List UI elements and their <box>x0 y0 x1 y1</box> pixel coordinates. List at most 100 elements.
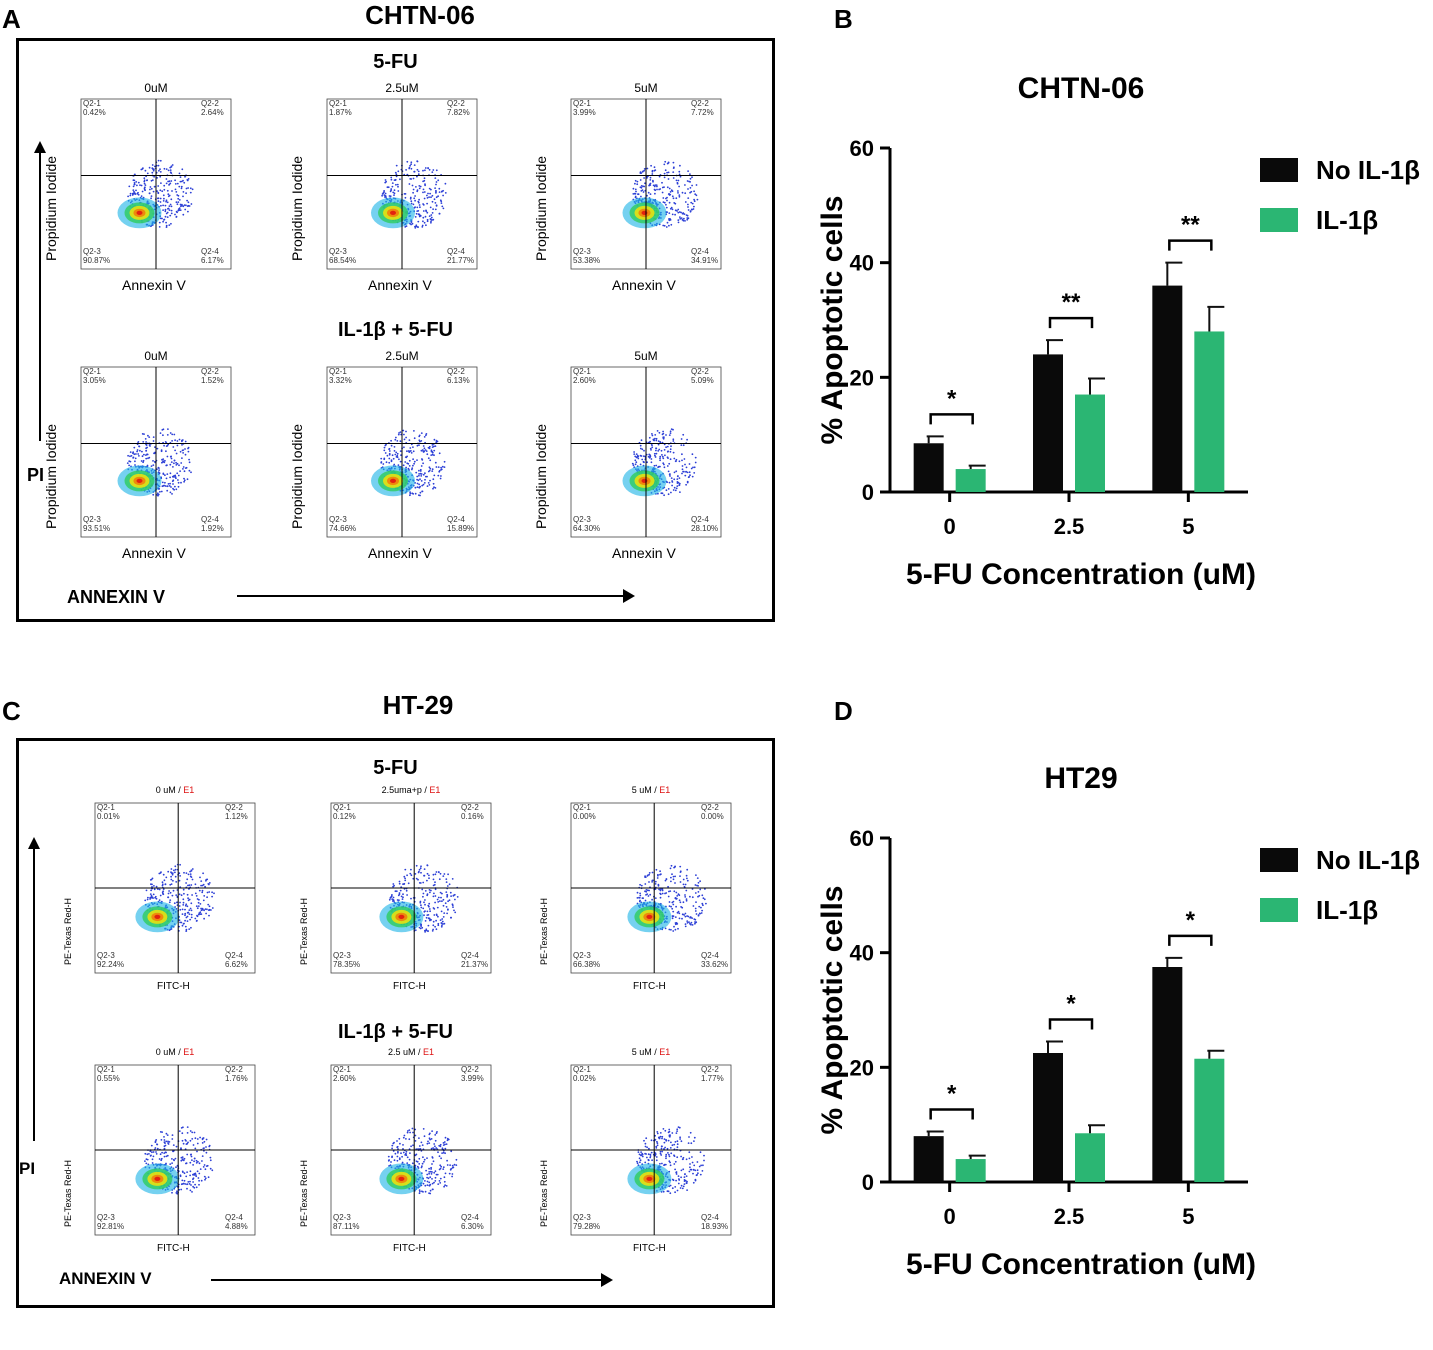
bar <box>1033 1053 1063 1182</box>
bar <box>1194 331 1225 492</box>
quadrant-percent: Q2-2 2.64% <box>201 99 224 117</box>
flow-plot: 2.5uM Q2-1 3.32% Q2-2 6.13% Q2-3 74.66% Q2-4 15.… <box>287 349 497 569</box>
bar-chart-d: HT29 0 20 40 60 0 * 2.5 * 5 * 5-FU Concentration (u… <box>816 762 1420 1281</box>
row-title-a-bottom: IL-1β + 5-FU <box>338 319 453 341</box>
quadrant-percent: Q2-2 7.72% <box>691 99 714 117</box>
flow-density-contour <box>398 1176 405 1181</box>
legend-swatch <box>1260 848 1298 872</box>
quadrant-percent: Q2-2 1.77% <box>701 1065 724 1083</box>
quadrant-percent: Q2-1 3.05% <box>83 367 106 385</box>
flow-plot-condition: 5 uM / E1 <box>631 785 671 795</box>
flow-plot-condition: 5 uM / E1 <box>631 1047 671 1057</box>
quadrant-percent: Q2-4 6.17% <box>201 247 224 265</box>
panel-c-title: HT-29 <box>382 690 454 720</box>
row-title-a-top: 5-FU <box>373 51 418 73</box>
quadrant-percent: Q2-3 92.24% <box>97 951 125 969</box>
flow-y-axis-label: Propidium Iodide <box>289 155 305 261</box>
flow-plot-canvas <box>326 98 478 270</box>
quadrant-percent: Q2-4 4.88% <box>225 1213 248 1231</box>
row-title-c-top: 5-FU <box>373 757 418 779</box>
flow-plot: 5 uM / E1 Q2-1 0.02% Q2-2 1.77% Q2-3 79.28% Q2-… <box>531 1047 751 1267</box>
flow-x-axis-label: FITC-H <box>157 1243 190 1254</box>
flow-density-contour <box>136 478 143 483</box>
x-tick-label: 5 <box>1182 1204 1194 1229</box>
flow-y-axis-label: PE-Texas Red-H <box>539 1159 549 1227</box>
flow-density-contour <box>398 914 405 919</box>
panel-a-title: CHTN-06 <box>365 0 475 30</box>
flow-x-axis-label: FITC-H <box>393 981 426 992</box>
panel-letter-c: C <box>2 696 21 726</box>
bar <box>1033 354 1063 492</box>
flow-x-axis-label: Annexin V <box>612 277 676 293</box>
flow-x-axis-label: Annexin V <box>368 277 432 293</box>
pi-label-a: PI <box>27 465 45 485</box>
bar <box>1075 1133 1105 1182</box>
y-tick-label: 60 <box>850 136 874 161</box>
quadrant-percent: Q2-2 1.76% <box>225 1065 248 1083</box>
flow-y-axis-label: Propidium Iodide <box>43 423 59 529</box>
quadrant-percent: Q2-2 6.13% <box>447 367 470 385</box>
quadrant-percent: Q2-3 87.11% <box>333 1213 360 1231</box>
quadrant-percent: Q2-1 2.60% <box>573 367 596 385</box>
panel-letter-b: B <box>834 4 853 34</box>
quadrant-percent: Q2-2 5.09% <box>691 367 714 385</box>
quadrant-percent: Q2-4 6.30% <box>461 1213 484 1231</box>
significance-bracket <box>1048 1018 1094 1030</box>
flow-plot: 2.5uM Q2-1 1.87% Q2-2 7.82% Q2-3 68.54% Q2-4 21.… <box>287 81 497 301</box>
legend-swatch <box>1260 208 1298 232</box>
y-axis-label: % Apoptotic cells <box>816 886 849 1135</box>
bar <box>955 469 986 492</box>
quadrant-percent: Q2-1 3.32% <box>329 367 352 385</box>
quadrant-percent: Q2-1 0.01% <box>97 803 120 821</box>
x-axis-label: 5-FU Concentration (uM) <box>906 558 1256 591</box>
flow-y-axis-label: Propidium Iodide <box>533 155 549 261</box>
annexin-arrow-c <box>211 1279 605 1281</box>
flow-x-axis-label: Annexin V <box>368 545 432 561</box>
flow-plot-condition: 0 uM / E1 <box>155 785 195 795</box>
flow-y-axis-label: PE-Texas Red-H <box>63 897 73 965</box>
flow-density-contour <box>641 478 648 483</box>
quadrant-percent: Q2-1 3.99% <box>573 99 596 117</box>
quadrant-percent: Q2-3 74.66% <box>329 515 357 533</box>
quadrant-percent: Q2-3 92.81% <box>97 1213 125 1231</box>
quadrant-percent: Q2-3 79.28% <box>573 1213 601 1231</box>
flow-plot-canvas <box>326 366 478 538</box>
quadrant-percent: Q2-4 6.62% <box>225 951 248 969</box>
y-tick-label: 60 <box>850 826 874 851</box>
flow-plot: 5uM Q2-1 2.60% Q2-2 5.09% Q2-3 64.30% Q2-4 28.10… <box>531 349 741 569</box>
flow-plot-canvas <box>570 98 722 270</box>
annexin-arrow-a <box>237 595 627 597</box>
flow-plot-canvas <box>94 802 256 974</box>
quadrant-percent: Q2-1 0.42% <box>83 99 106 117</box>
flow-y-axis-label: Propidium Iodide <box>43 155 59 261</box>
quadrant-percent: Q2-1 0.02% <box>573 1065 596 1083</box>
flow-y-axis-label: PE-Texas Red-H <box>299 897 309 965</box>
flow-density-contour <box>154 1176 161 1181</box>
annexin-arrowhead-a <box>623 589 635 603</box>
quadrant-percent: Q2-2 7.82% <box>447 99 470 117</box>
significance-bracket <box>929 413 974 425</box>
flow-x-axis-label: Annexin V <box>122 277 186 293</box>
bar <box>955 1159 986 1182</box>
bar <box>1075 394 1105 492</box>
annexin-label-c: ANNEXIN V <box>59 1269 152 1288</box>
legend-label: No IL-1β <box>1316 845 1420 875</box>
significance-label: * <box>947 385 957 412</box>
flow-plot-canvas <box>330 802 492 974</box>
quadrant-percent: Q2-1 0.00% <box>573 803 596 821</box>
flow-plot-condition: 2.5uM <box>385 349 419 363</box>
flow-plot-condition: 0uM <box>144 81 168 95</box>
quadrant-percent: Q2-1 2.60% <box>333 1065 356 1083</box>
quadrant-percent: Q2-3 53.38% <box>573 247 601 265</box>
x-tick-label: 0 <box>944 514 956 539</box>
significance-bracket <box>1048 316 1094 329</box>
flow-density-contour <box>390 478 396 483</box>
legend-label: No IL-1β <box>1316 155 1420 185</box>
y-tick-label: 0 <box>862 480 874 505</box>
y-axis-label: % Apoptotic cells <box>816 196 849 445</box>
flow-density-contour <box>641 210 648 215</box>
bar <box>1152 285 1183 492</box>
flow-plot-condition: 2.5 uM / E1 <box>387 1047 435 1057</box>
quadrant-percent: Q2-2 0.00% <box>701 803 724 821</box>
flow-density-contour <box>646 914 653 919</box>
